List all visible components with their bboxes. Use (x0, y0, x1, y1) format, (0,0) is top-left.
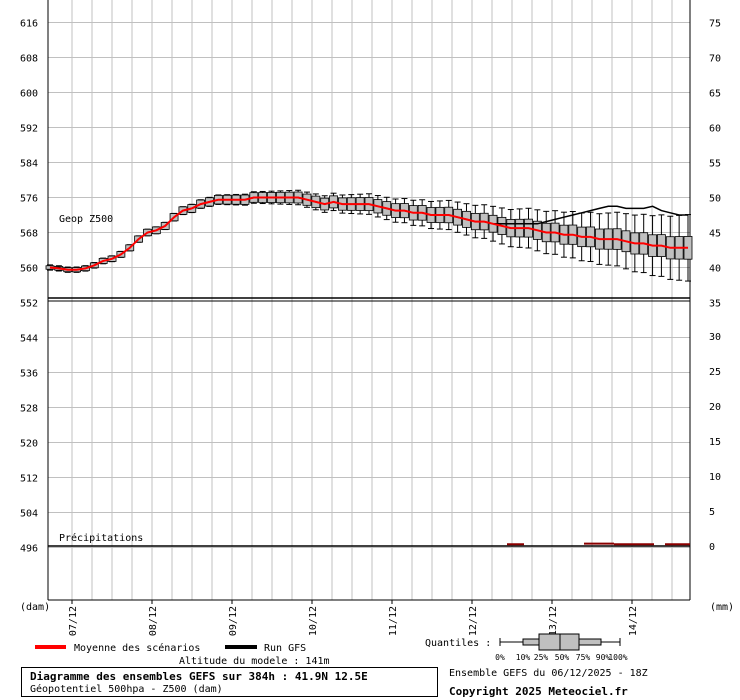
date-label: 08/12 (148, 606, 159, 636)
right-tick-label: 45 (709, 229, 721, 240)
quantile-box-25-75 (538, 633, 580, 651)
quantile-tick-label: 10% (516, 653, 531, 662)
left-tick-label: 528 (20, 404, 38, 415)
quantiles-label: Quantiles : (425, 638, 491, 649)
chart-title: Diagramme des ensembles GEFS sur 384h : … (30, 670, 368, 683)
tick-labels: 4965045125205285365445525605685765845926… (20, 19, 734, 637)
left-tick-label: 520 (20, 439, 38, 450)
right-tick-label: 40 (709, 264, 721, 275)
altitude-label: Altitude du modele : 141m (179, 656, 330, 667)
quantile-tick-label: 50% (555, 653, 570, 662)
left-tick-label: 608 (20, 54, 38, 65)
legend-mean-label: Moyenne des scénarios (74, 642, 200, 654)
date-label: 09/12 (228, 606, 239, 636)
left-tick-label: 536 (20, 369, 38, 380)
left-tick-label: 600 (20, 89, 38, 100)
copyright: Copyright 2025 Meteociel.fr (449, 685, 628, 698)
date-label: 11/12 (388, 606, 399, 636)
right-tick-label: 70 (709, 54, 721, 65)
left-unit-label: (dam) (20, 602, 50, 613)
right-tick-label: 10 (709, 472, 721, 483)
grid (48, 0, 690, 600)
chart-subtitle: Géopotentiel 500hpa - Z500 (dam) (30, 684, 223, 695)
quantile-box-10 (522, 638, 540, 646)
mean-line (49, 196, 688, 271)
title-box: Diagramme des ensembles GEFS sur 384h : … (21, 667, 438, 697)
right-tick-label: 5 (709, 507, 715, 518)
right-tick-label: 55 (709, 159, 721, 170)
date-label: 10/12 (308, 606, 319, 636)
right-tick-label: 35 (709, 299, 721, 310)
quantile-tick-label: 25% (534, 653, 549, 662)
date-label: 13/12 (548, 606, 559, 636)
right-unit-label: (mm) (710, 602, 734, 613)
date-label: 14/12 (628, 606, 639, 636)
left-tick-label: 584 (20, 159, 38, 170)
quantile-box-90 (578, 638, 602, 646)
left-tick-label: 576 (20, 194, 38, 205)
right-tick-label: 65 (709, 89, 721, 100)
quantile-tick-label: 0% (495, 653, 505, 662)
left-tick-label: 512 (20, 474, 38, 485)
quantile-tick-label: 75% (576, 653, 591, 662)
right-tick-label: 0 (709, 542, 715, 553)
legend-gfs-label: Run GFS (264, 643, 306, 654)
left-tick-label: 504 (20, 509, 38, 520)
right-tick-label: 50 (709, 194, 721, 205)
quantile-tick-label: 90% (596, 653, 611, 662)
right-tick-label: 60 (709, 124, 721, 135)
right-tick-label: 15 (709, 437, 721, 448)
right-tick-label: 75 (709, 19, 721, 30)
right-tick-label: 30 (709, 332, 721, 343)
upper-panel-label: Geop Z500 (59, 214, 113, 225)
left-tick-label: 544 (20, 334, 38, 345)
left-tick-label: 496 (20, 544, 38, 555)
left-tick-label: 568 (20, 229, 38, 240)
run-info: Ensemble GEFS du 06/12/2025 - 18Z (449, 668, 648, 679)
axes (47, 0, 691, 604)
date-label: 12/12 (468, 606, 479, 636)
left-tick-label: 552 (20, 299, 38, 310)
legend: Moyenne des scénarios Run GFS Altitude du … (35, 633, 648, 698)
series-lines (49, 196, 690, 546)
lower-panel-label: Précipitations (59, 532, 143, 544)
right-tick-label: 25 (709, 367, 721, 378)
quantile-tick-label: 100% (608, 653, 627, 662)
date-label: 07/12 (68, 606, 79, 636)
right-tick-label: 20 (709, 402, 721, 413)
left-tick-label: 616 (20, 19, 38, 30)
left-tick-label: 560 (20, 264, 38, 275)
left-tick-label: 592 (20, 124, 38, 135)
